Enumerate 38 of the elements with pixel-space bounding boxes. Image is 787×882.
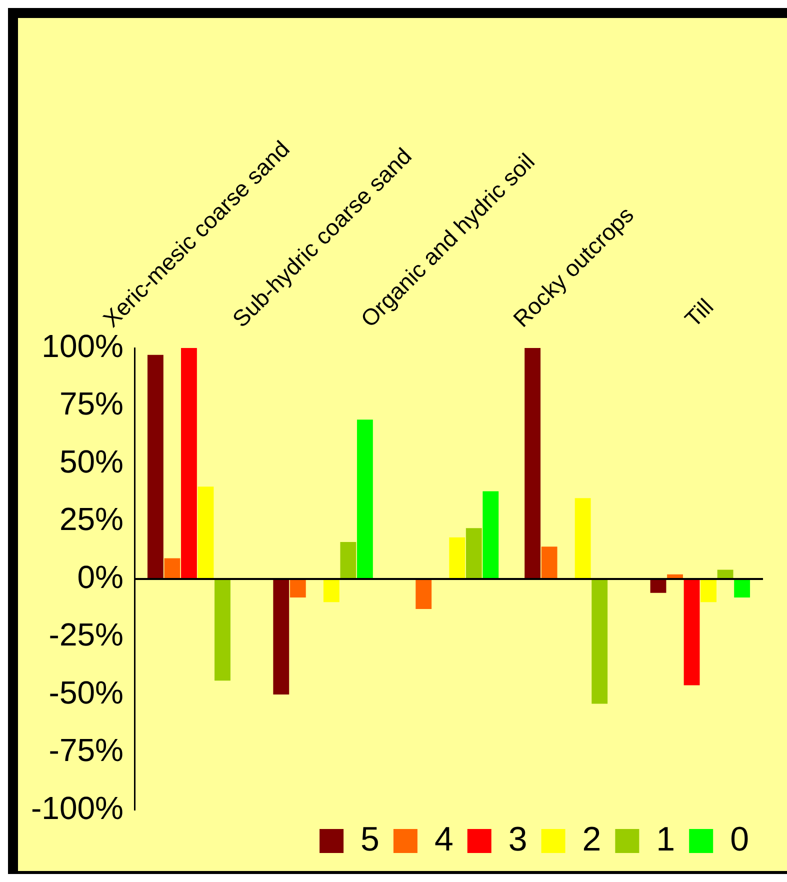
- bar: [592, 579, 608, 704]
- bar: [214, 579, 230, 681]
- bar: [164, 558, 180, 579]
- bar: [684, 579, 700, 686]
- bar: [700, 579, 716, 602]
- bar: [356, 420, 373, 579]
- bar: [147, 354, 164, 579]
- y-tick-label: 50%: [59, 443, 124, 480]
- legend-label: 4: [434, 820, 454, 858]
- bar: [466, 528, 482, 579]
- bar: [734, 579, 750, 598]
- bar: [181, 348, 197, 579]
- x-tick-label: Till: [680, 293, 718, 332]
- y-tick-label: -75%: [48, 732, 124, 768]
- y-tick-label: -50%: [48, 674, 124, 710]
- bar: [574, 498, 591, 579]
- legend-label: 1: [656, 820, 676, 858]
- bar: [482, 491, 499, 579]
- bar: [273, 579, 290, 694]
- bar: [524, 348, 541, 579]
- y-tick-label: 100%: [42, 328, 124, 364]
- bar: [449, 537, 466, 579]
- bar: [290, 579, 306, 598]
- legend-label: 5: [360, 820, 380, 858]
- bar: [416, 579, 432, 610]
- bar: [323, 579, 340, 602]
- y-tick-label: -100%: [31, 790, 124, 826]
- legend-label: 3: [508, 820, 528, 858]
- y-tick-label: -25%: [48, 616, 124, 653]
- legend-label: 2: [582, 820, 602, 858]
- y-tick-label: 25%: [59, 501, 124, 538]
- bar: [650, 579, 666, 593]
- legend-label: 0: [730, 820, 750, 858]
- bar: [541, 546, 558, 579]
- y-tick-label: 0%: [77, 558, 124, 595]
- bar: [198, 486, 214, 579]
- y-tick-label: 75%: [59, 386, 124, 422]
- bar: [340, 542, 356, 579]
